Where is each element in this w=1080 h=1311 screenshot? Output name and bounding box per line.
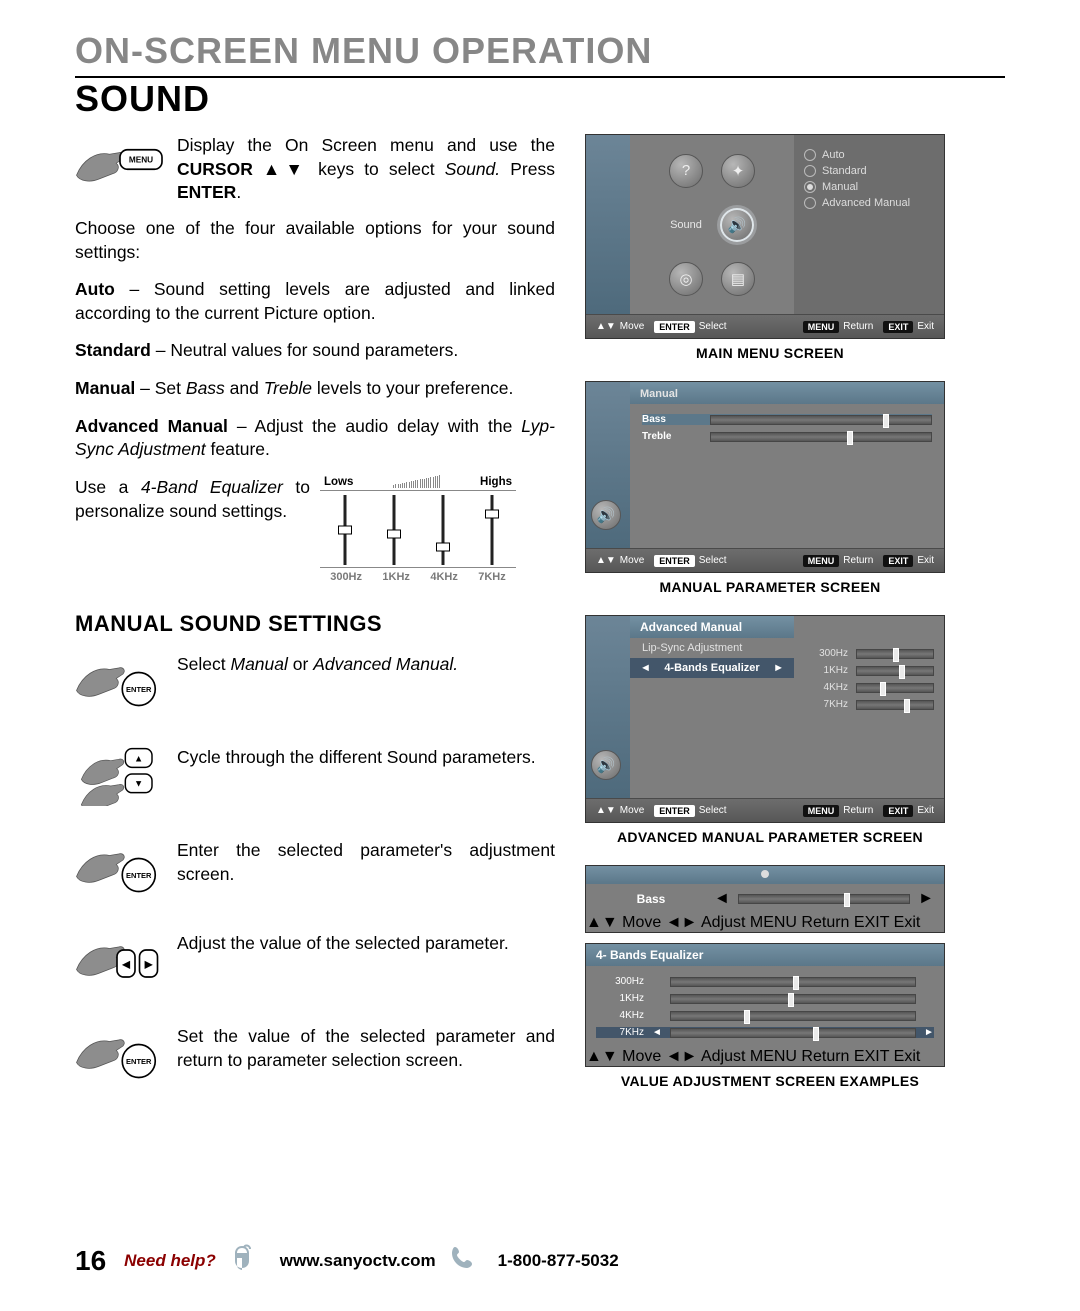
opt-standard: Standard – Neutral values for sound para… (75, 339, 555, 363)
osd-eq-row: 1KHz (800, 665, 934, 676)
osd-footer: ▲▼ Move ENTER Select MENU Return EXIT Ex… (586, 798, 944, 822)
osd-advanced-caption: ADVANCED MANUAL PARAMETER SCREEN (585, 829, 955, 845)
mouse-icon (230, 1244, 258, 1277)
osd-eq-row: 300Hz (800, 648, 934, 659)
svg-text:ENTER: ENTER (126, 685, 152, 694)
picture-icon: ◎ (669, 262, 703, 296)
opt-advanced: Advanced Manual – Adjust the audio delay… (75, 415, 555, 462)
help-url: www.sanyoctv.com (280, 1251, 436, 1271)
remote-leftright-icon: ◀▶ (75, 932, 165, 997)
osd-eq-row: 7KHz (800, 699, 934, 710)
osd-main-menu: TV ? ✦ Sound 🔊 (585, 134, 945, 339)
opt-auto: Auto – Sound setting levels are adjusted… (75, 278, 555, 325)
right-column: TV ? ✦ Sound 🔊 (585, 134, 955, 1118)
svg-text:◀: ◀ (121, 959, 130, 970)
left-column: MENU Display the On Screen menu and use … (75, 134, 555, 1118)
remote-enter-icon: ENTER (75, 653, 165, 718)
osd-eq-row: 300Hz (596, 976, 934, 987)
step-text: Cycle through the different Sound parame… (177, 746, 555, 811)
manual-sound-heading: MANUAL SOUND SETTINGS (75, 611, 555, 637)
step-text: Enter the selected parameter's adjustmen… (177, 839, 555, 904)
channel-icon: ▤ (721, 262, 755, 296)
remote-enter-icon: ENTER (75, 1025, 165, 1090)
remote-menu-icon: MENU (75, 134, 165, 205)
page-footer: 16 Need help? www.sanyoctv.com 1-800-877… (75, 1244, 1005, 1277)
osd-manual: TV 🔊 Manual BassTreble ▲▼ Move ENTER Sel… (585, 381, 945, 573)
osd-4band-adjust: 4- Bands Equalizer 300Hz1KHz4KHz7KHz◄► ▲… (585, 943, 945, 1067)
remote-updown-icon: ▲▼ (75, 746, 165, 811)
osd-slider-row: Bass (642, 414, 932, 425)
svg-text:ENTER: ENTER (126, 871, 152, 880)
help-phone: 1-800-877-5032 (498, 1251, 619, 1271)
settings-icon: ✦ (721, 154, 755, 188)
need-help-label: Need help? (124, 1251, 216, 1271)
intro-text: Display the On Screen menu and use the C… (177, 134, 555, 205)
osd-bass-adjust: Bass ◄ ► ▲▼ Move ◄► Adjust MENU Return E… (585, 865, 945, 933)
equalizer-figure: Lows Highs 300Hz1KHz4KHz7KHz (320, 476, 516, 583)
equalizer-row: ◄4-Bands Equalizer► (630, 658, 794, 678)
step-text: Set the value of the selected parameter … (177, 1025, 555, 1090)
section-header: ON-SCREEN MENU OPERATION (75, 30, 1005, 72)
remote-enter-icon: ENTER (75, 839, 165, 904)
osd-footer: ▲▼ Move ENTER Select MENU Return EXIT Ex… (586, 314, 944, 338)
page-title: SOUND (75, 78, 1005, 120)
manual-step: ▲▼Cycle through the different Sound para… (75, 746, 555, 811)
osd-slider-row: Treble (642, 431, 932, 442)
osd-option: Manual (804, 181, 934, 193)
manual-step: ENTER Select Manual or Advanced Manual. (75, 653, 555, 718)
osd-eq-row: 1KHz (596, 993, 934, 1004)
osd-manual-caption: MANUAL PARAMETER SCREEN (585, 579, 955, 595)
osd-footer: ▲▼ Move ENTER Select MENU Return EXIT Ex… (586, 548, 944, 572)
osd-option: Auto (804, 149, 934, 161)
osd-eq-row: 4KHz (596, 1010, 934, 1021)
manual-step: ENTER Set the value of the selected param… (75, 1025, 555, 1090)
svg-text:▼: ▼ (134, 779, 143, 789)
osd-eq-row: 4KHz (800, 682, 934, 693)
opt-manual: Manual – Set Bass and Treble levels to y… (75, 377, 555, 401)
osd-main-caption: MAIN MENU SCREEN (585, 345, 955, 361)
manual-step: ENTER Enter the selected parameter's adju… (75, 839, 555, 904)
step-text: Select Manual or Advanced Manual. (177, 653, 555, 718)
osd-eq-row: 7KHz◄► (596, 1027, 934, 1038)
phone-icon (450, 1245, 476, 1276)
choose-text: Choose one of the four available options… (75, 217, 555, 264)
sound-icon: 🔊 (720, 208, 754, 242)
menu-key-label: MENU (129, 156, 153, 165)
eq-text: Use a 4-Band Equalizer to personalize so… (75, 476, 310, 523)
step-text: Adjust the value of the selected paramet… (177, 932, 555, 997)
osd-option: Standard (804, 165, 934, 177)
svg-text:▲: ▲ (134, 753, 143, 763)
sound-icon: 🔊 (591, 500, 621, 530)
svg-text:ENTER: ENTER (126, 1057, 152, 1066)
manual-step: ◀▶Adjust the value of the selected param… (75, 932, 555, 997)
osd-value-caption: VALUE ADJUSTMENT SCREEN EXAMPLES (585, 1073, 955, 1089)
help-icon: ? (669, 154, 703, 188)
sound-icon: 🔊 (591, 750, 621, 780)
osd-option: Advanced Manual (804, 197, 934, 209)
osd-advanced: TV 🔊 Advanced Manual Lip-Sync Adjustment… (585, 615, 945, 823)
osd-footer: ▲▼ Move ◄► Adjust MENU Return EXIT Exit (586, 1048, 944, 1066)
osd-footer: ▲▼ Move ◄► Adjust MENU Return EXIT Exit (586, 914, 944, 932)
page-number: 16 (75, 1245, 106, 1277)
